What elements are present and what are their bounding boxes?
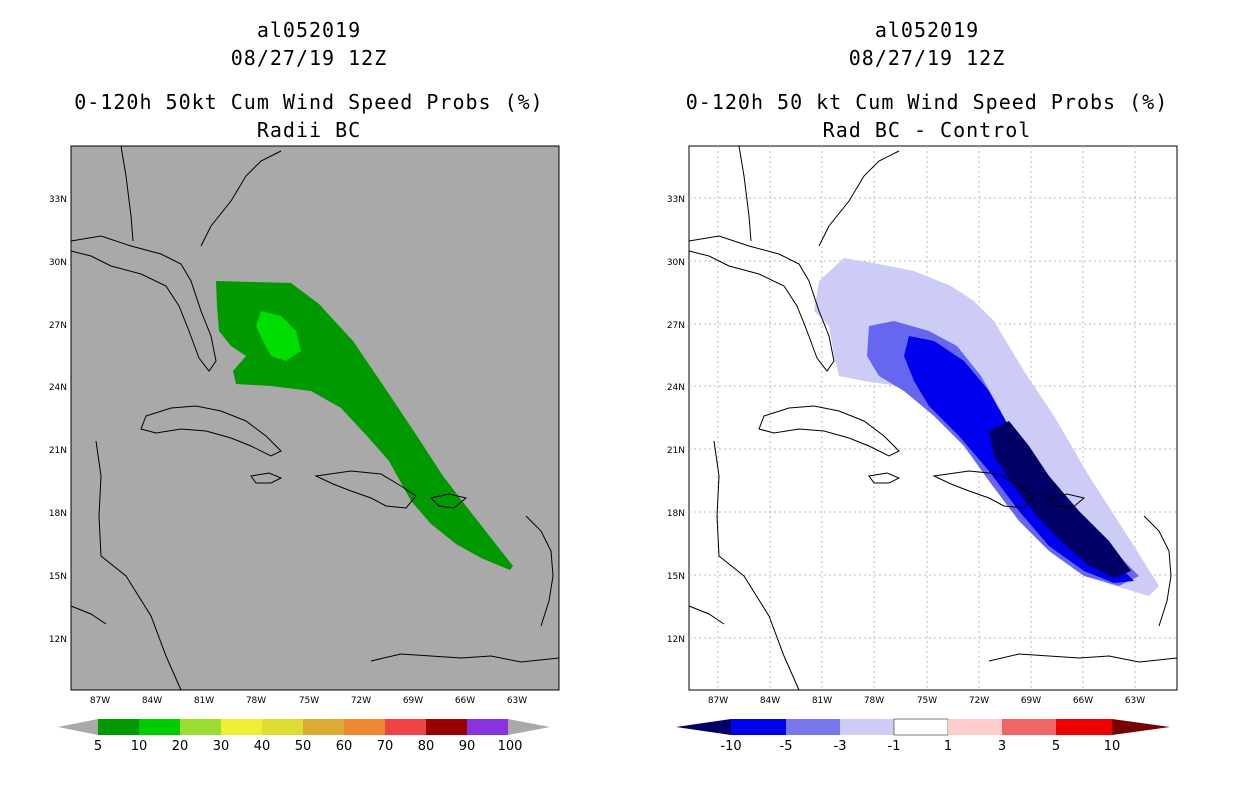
lat-tick: 24N xyxy=(49,383,67,393)
lat-tick: 27N xyxy=(667,321,685,331)
subtitle: Radii BC xyxy=(256,118,362,142)
map-left: 33N 30N 27N 24N 21N 18N 15N 12N 87W 84W … xyxy=(49,145,560,754)
colorbar-label: 10 xyxy=(1104,739,1121,754)
lat-tick: 30N xyxy=(667,258,685,268)
panel-difference: al052019 08/27/19 12Z 0-120h 50 kt Cum W… xyxy=(618,0,1236,800)
colorbar-label: 60 xyxy=(336,739,353,754)
date-title: 08/27/19 12Z xyxy=(230,46,388,70)
storm-id-title: al052019 xyxy=(874,18,980,42)
lon-tick: 78W xyxy=(864,696,884,706)
map-right: 33N 30N 27N 24N 21N 18N 15N 12N 87W 84W … xyxy=(667,145,1178,754)
lon-tick: 72W xyxy=(351,696,371,706)
lat-tick: 15N xyxy=(667,572,685,582)
colorbar-label: -10 xyxy=(720,739,741,754)
lon-tick: 84W xyxy=(760,696,780,706)
storm-id-title: al052019 xyxy=(256,18,362,42)
lat-tick: 33N xyxy=(49,195,67,205)
colorbar-label: 10 xyxy=(131,739,148,754)
panel-radii-bc: al052019 08/27/19 12Z 0-120h 50kt Cum Wi… xyxy=(49,18,560,754)
colorbar-right: -10 -5 -3 -1 1 3 5 10 xyxy=(676,718,1170,754)
lat-tick: 15N xyxy=(49,572,67,582)
lon-tick: 84W xyxy=(142,696,162,706)
lon-tick: 69W xyxy=(403,696,423,706)
lat-tick: 30N xyxy=(49,258,67,268)
lon-tick: 78W xyxy=(246,696,266,706)
coastlines xyxy=(70,145,560,691)
colorbar-label: 80 xyxy=(418,739,435,754)
lon-tick: 66W xyxy=(455,696,475,706)
lon-tick: 63W xyxy=(507,696,527,706)
lat-tick: 27N xyxy=(49,321,67,331)
lon-tick: 81W xyxy=(194,696,214,706)
product-title: 0-120h 50kt Cum Wind Speed Probs (%) xyxy=(74,90,544,114)
prob-swath-10 xyxy=(256,311,301,361)
diff-swath-minus10 xyxy=(989,421,1131,578)
lat-tick: 12N xyxy=(667,635,685,645)
lat-tick: 21N xyxy=(49,446,67,456)
lon-tick: 87W xyxy=(708,696,728,706)
lon-tick: 72W xyxy=(969,696,989,706)
colorbar-label: 90 xyxy=(459,739,476,754)
colorbar-label: 100 xyxy=(498,739,523,754)
colorbar-label: -3 xyxy=(834,739,847,754)
lat-tick: 21N xyxy=(667,446,685,456)
colorbar-label: 30 xyxy=(213,739,230,754)
map-background xyxy=(70,145,560,691)
colorbar-label: -1 xyxy=(888,739,901,754)
colorbar-label: 50 xyxy=(295,739,312,754)
colorbar-label: 40 xyxy=(254,739,271,754)
lat-tick: 18N xyxy=(667,509,685,519)
date-title: 08/27/19 12Z xyxy=(848,46,1006,70)
lon-tick: 87W xyxy=(90,696,110,706)
coastlines xyxy=(688,145,1178,691)
lon-tick: 75W xyxy=(917,696,937,706)
product-title: 0-120h 50 kt Cum Wind Speed Probs (%) xyxy=(685,90,1169,114)
lon-tick: 69W xyxy=(1021,696,1041,706)
colorbar-left: 5 10 20 30 40 50 60 70 80 90 100 xyxy=(58,719,550,754)
lat-tick: 33N xyxy=(667,195,685,205)
lat-tick: 18N xyxy=(49,509,67,519)
colorbar-label: 5 xyxy=(94,739,102,754)
colorbar-label: 70 xyxy=(377,739,394,754)
lon-tick: 66W xyxy=(1073,696,1093,706)
map-background xyxy=(688,145,1178,691)
lon-tick: 63W xyxy=(1125,696,1145,706)
colorbar-label: 20 xyxy=(172,739,189,754)
colorbar-label: 5 xyxy=(1052,739,1060,754)
lat-tick: 24N xyxy=(667,383,685,393)
lon-tick: 75W xyxy=(299,696,319,706)
lon-tick: 81W xyxy=(812,696,832,706)
colorbar-label: -5 xyxy=(780,739,793,754)
lat-tick: 12N xyxy=(49,635,67,645)
colorbar-label: 3 xyxy=(998,739,1006,754)
colorbar-label: 1 xyxy=(944,739,952,754)
subtitle: Rad BC - Control xyxy=(822,118,1032,142)
